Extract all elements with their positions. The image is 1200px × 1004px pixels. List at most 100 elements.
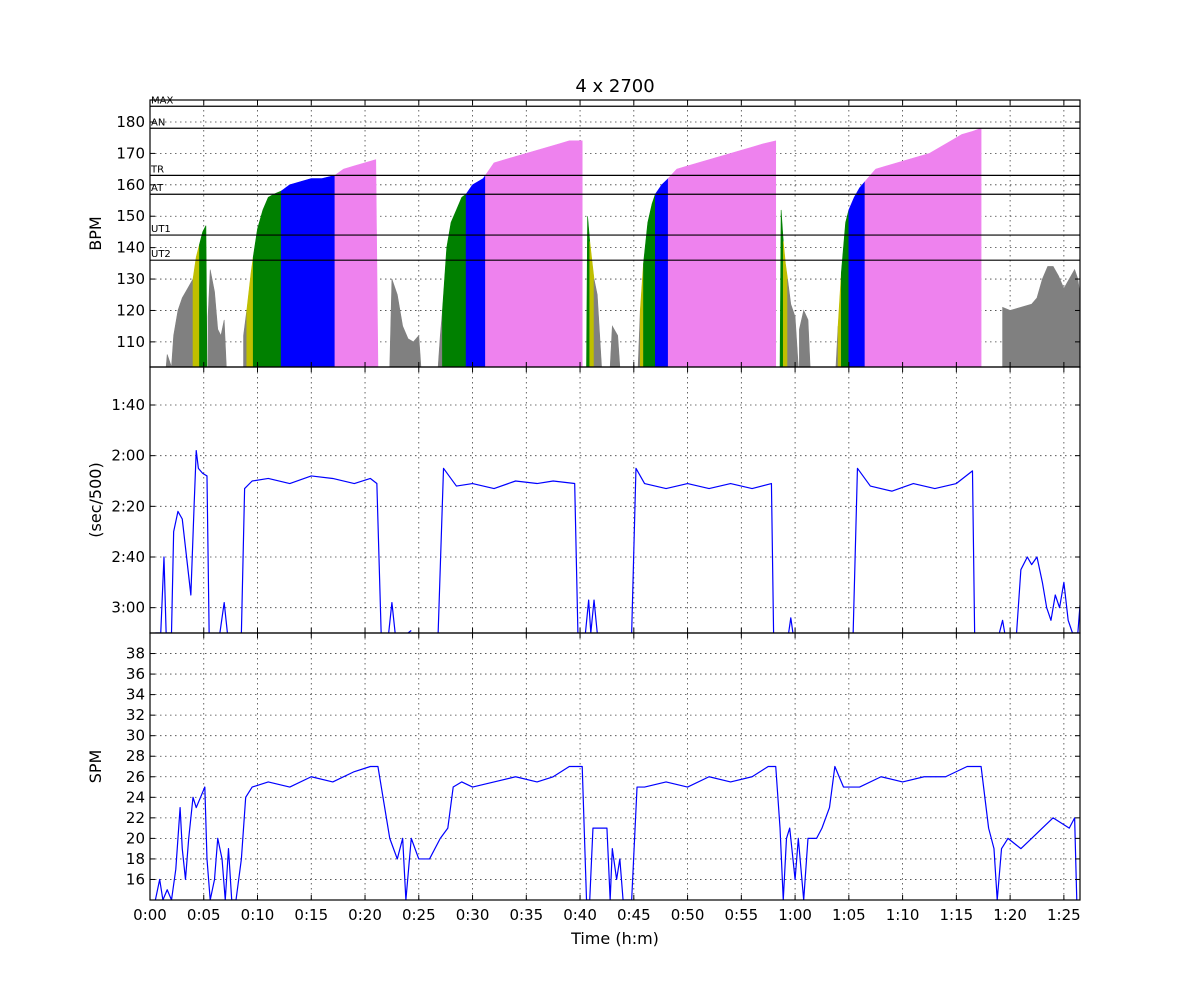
pace-plot-area — [155, 450, 1080, 633]
stroke-rate-series-line — [154, 765, 1078, 900]
hr-area-at — [655, 177, 669, 367]
hr-area-rest — [1002, 266, 1080, 367]
stroke-rate-y-axis-label: SPM — [86, 750, 105, 784]
y-tick-label: 170 — [116, 144, 145, 162]
hr-area-tr — [667, 140, 777, 367]
pace-series-line — [155, 450, 210, 633]
zone-label-tr: TR — [150, 164, 164, 175]
hr-area-ut2 — [192, 244, 200, 367]
zone-label-max: MAX — [151, 95, 173, 106]
hr-area-ut1 — [442, 193, 467, 367]
x-tick-label: 0:35 — [509, 906, 543, 924]
hr-area-ut2 — [782, 241, 788, 367]
x-tick-label: 1:05 — [832, 906, 866, 924]
zone-label-an: AN — [151, 117, 165, 128]
x-tick-label: 0:00 — [133, 906, 167, 924]
x-axis-label: Time (h:m) — [570, 929, 659, 948]
x-tick-label: 1:10 — [886, 906, 920, 924]
pace-series-line — [240, 475, 382, 633]
y-tick-label: 2:00 — [111, 447, 145, 465]
y-tick-label: 130 — [116, 270, 145, 288]
hr-area-ut1 — [199, 225, 208, 367]
y-tick-label: 32 — [126, 706, 145, 724]
hr-area-rest — [609, 325, 621, 367]
hr-area-ut1 — [252, 190, 282, 367]
x-tick-label: 0:05 — [187, 906, 221, 924]
y-tick-label: 1:40 — [111, 396, 145, 414]
hr-area-ut2 — [837, 272, 842, 367]
pace-series-line — [631, 467, 775, 633]
stroke-rate-frame — [149, 632, 1081, 901]
y-tick-label: 34 — [126, 686, 145, 704]
pace-y-axis-label: (sec/500) — [86, 462, 105, 537]
y-tick-label: 18 — [126, 850, 145, 868]
x-tick-label: 0:30 — [456, 906, 490, 924]
hr-area-ut1 — [643, 194, 656, 367]
x-tick-label: 0:25 — [402, 906, 436, 924]
x-tick-label: 0:50 — [671, 906, 705, 924]
hr-area-rest — [799, 309, 811, 367]
y-tick-label: 3:00 — [111, 599, 145, 617]
chart-title: 4 x 2700 — [575, 76, 654, 97]
zone-label-ut1: UT1 — [151, 224, 171, 235]
hr-area-ut1 — [586, 216, 591, 367]
hr-area-ut1 — [841, 209, 850, 367]
x-tick-label: 0:55 — [724, 906, 758, 924]
chart-panels: MAX AN TR AT UT1 UT2 110 120 130 140 150 160 170 180 B… — [86, 95, 1081, 924]
y-tick-label: 2:20 — [111, 497, 145, 515]
y-tick-label: 2:40 — [111, 548, 145, 566]
zone-label-ut2: UT2 — [151, 249, 171, 260]
hr-area-tr — [485, 140, 583, 367]
hr-area-at — [465, 174, 486, 367]
hr-area-rest — [243, 310, 248, 367]
heart-rate-panel: MAX AN TR AT UT1 UT2 110 120 130 140 150 160 170 180 B… — [86, 95, 1081, 368]
x-tick-label: 0:40 — [563, 906, 597, 924]
y-tick-label: 160 — [116, 176, 145, 194]
y-tick-label: 22 — [126, 809, 145, 827]
hr-area-tr — [864, 127, 982, 367]
x-tick-label: 1:20 — [993, 906, 1027, 924]
hr-area-tr — [334, 159, 379, 367]
x-tick-label: 0:15 — [294, 906, 328, 924]
pace-series-line — [852, 467, 976, 633]
hr-area-ut2 — [246, 257, 254, 367]
y-tick-label: 150 — [116, 207, 145, 225]
hr-area-rest — [787, 279, 799, 367]
hr-area-rest — [165, 277, 194, 367]
stroke-rate-panel: 16 18 20 22 24 26 28 30 32 34 36 38 SPM — [86, 632, 1081, 901]
y-tick-label: 20 — [126, 829, 145, 847]
pace-series-line — [388, 602, 396, 633]
zone-label-at: AT — [151, 183, 164, 194]
y-tick-label: 140 — [116, 239, 145, 257]
y-tick-label: 28 — [126, 747, 145, 765]
hr-area-rest — [389, 278, 422, 367]
hr-area-at — [280, 175, 336, 367]
hr-area-rest — [593, 278, 602, 367]
y-tick-label: 30 — [126, 727, 145, 745]
hr-area-rest — [835, 326, 839, 367]
heart-rate-y-axis-label: BPM — [86, 216, 105, 250]
hr-area-at — [848, 180, 866, 367]
hr-area-ut2 — [589, 241, 595, 367]
pace-series-line — [998, 619, 1006, 633]
hr-area-rest — [637, 310, 641, 367]
x-tick-label: 0:45 — [617, 906, 651, 924]
y-tick-label: 16 — [126, 870, 145, 888]
heart-rate-plot-area — [165, 127, 1080, 367]
y-tick-label: 24 — [126, 788, 145, 806]
x-tick-label: 1:25 — [1047, 906, 1081, 924]
x-tick-label: 1:15 — [940, 906, 974, 924]
pace-series-line — [584, 599, 598, 633]
x-tick-label: 1:00 — [778, 906, 812, 924]
pace-series-line — [788, 617, 794, 633]
x-tick-label: 0:10 — [241, 906, 275, 924]
pace-series-line — [219, 602, 229, 633]
y-tick-label: 26 — [126, 768, 145, 786]
y-tick-label: 36 — [126, 665, 145, 683]
x-tick-label: 0:20 — [348, 906, 382, 924]
pace-series-line — [437, 467, 579, 633]
y-tick-label: 180 — [116, 113, 145, 131]
hr-area-ut1 — [779, 209, 784, 367]
hr-area-rest — [437, 310, 443, 367]
